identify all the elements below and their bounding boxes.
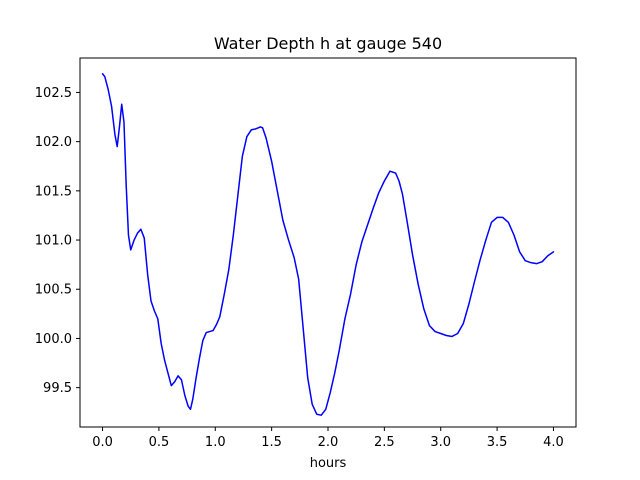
x-tick-label: 3.0 [430,435,451,450]
x-tick-label: 0.5 [149,435,170,450]
y-tick-label: 99.5 [43,381,72,396]
y-tick-label: 101.5 [35,184,72,199]
x-tick-label: 1.0 [205,435,226,450]
y-tick-label: 100.0 [35,332,72,347]
y-tick-label: 102.5 [35,86,72,101]
y-tick-label: 100.5 [35,283,72,298]
x-tick-label: 1.5 [261,435,282,450]
series-line-0 [101,72,555,416]
x-tick-label: 3.5 [487,435,508,450]
x-tick-label: 0.0 [92,435,113,450]
y-tick-label: 102.0 [35,135,72,150]
x-tick-label: 2.0 [318,435,339,450]
x-axis-label: hours [310,456,347,471]
x-tick-label: 2.5 [374,435,395,450]
y-tick-label: 101.0 [35,234,72,249]
plot-area [101,72,555,416]
x-tick-label: 4.0 [543,435,564,450]
x-axis: 0.0 0.5 1.0 1.5 2.0 2.5 3.0 3.5 4.0 [92,427,564,450]
chart-title: Water Depth h at gauge 540 [214,34,442,53]
y-axis: 99.5 100.0 100.5 101.0 101.5 102.0 102.5 [35,86,80,396]
plot-frame [79,57,577,428]
